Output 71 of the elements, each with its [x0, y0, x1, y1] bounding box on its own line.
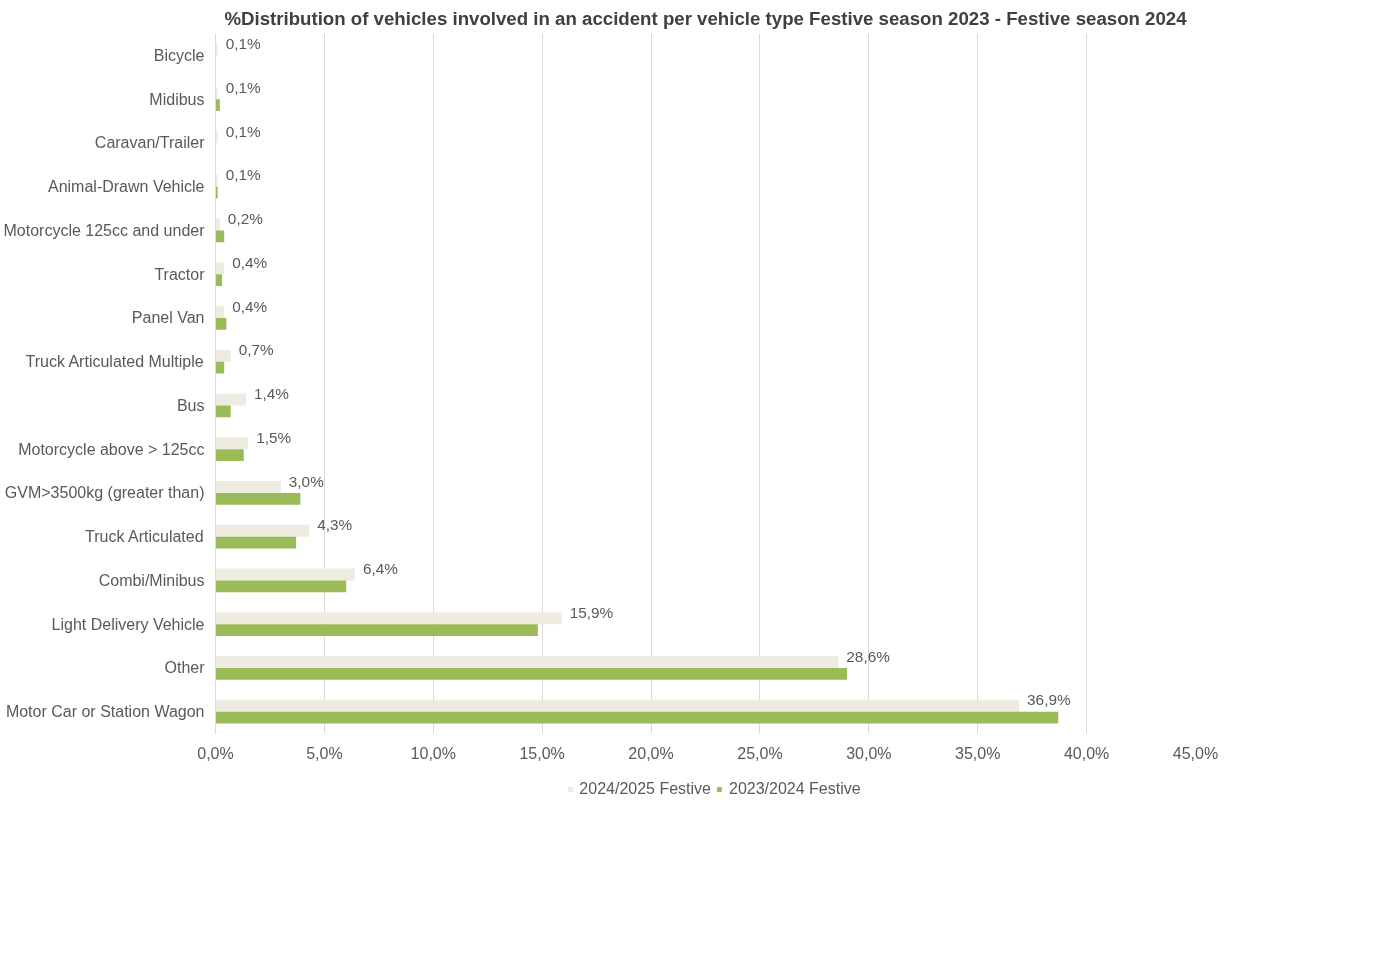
bar — [215, 230, 225, 243]
bar — [215, 492, 301, 505]
x-tick-label: 0,0% — [197, 744, 234, 762]
bar — [215, 349, 231, 362]
bar — [215, 306, 225, 318]
bar — [215, 405, 231, 418]
bar — [215, 174, 218, 187]
bar — [215, 667, 848, 680]
data-label: 0,4% — [232, 297, 268, 315]
x-tick-label: 25,0% — [737, 744, 783, 762]
y-tick-label: Combi/Minibus — [98, 571, 205, 589]
bar — [215, 131, 218, 143]
bar — [215, 580, 347, 593]
y-tick-label: Motorcycle 125cc and under — [3, 221, 206, 239]
y-tick-label: Bicycle — [153, 46, 205, 64]
x-tick-label: 10,0% — [410, 744, 456, 762]
bar — [215, 568, 355, 581]
data-label: 1,5% — [256, 428, 292, 446]
bar — [215, 393, 246, 406]
y-tick-label: Light Delivery Vehicle — [51, 615, 205, 633]
x-tick-label: 30,0% — [846, 744, 892, 762]
data-label: 0,2% — [227, 210, 264, 228]
x-tick-label: 35,0% — [955, 744, 1001, 762]
bar — [215, 624, 538, 636]
x-tick-label: 15,0% — [519, 744, 565, 762]
data-label: 28,6% — [846, 647, 891, 665]
y-tick-label: Motor Car or Station Wagon — [5, 703, 205, 721]
y-tick-label: Panel Van — [131, 309, 205, 327]
bar — [215, 87, 218, 100]
legend-label: 2023/2024 Festive — [729, 780, 861, 798]
data-label: 0,1% — [225, 122, 261, 140]
bar — [215, 99, 220, 111]
y-tick-label: Animal-Drawn Vehicle — [47, 178, 205, 196]
y-tick-label: GVM>3500kg (greater than) — [4, 484, 205, 502]
bar — [215, 711, 1059, 724]
x-tick-label: 5,0% — [306, 744, 343, 762]
bar — [215, 656, 839, 668]
x-tick-label: 20,0% — [628, 744, 674, 762]
data-label: 0,4% — [232, 253, 268, 271]
chart-title: %Distribution of vehicles involved in an accident per vehicle type Festive season 2023 - Festive season 2024 — [224, 7, 1188, 29]
x-tick-label: 40,0% — [1063, 744, 1110, 762]
y-tick-label: Tractor — [154, 265, 206, 283]
bar — [215, 612, 562, 625]
data-label: 6,4% — [362, 560, 399, 578]
data-label: 0,1% — [225, 166, 261, 184]
bar — [215, 449, 244, 461]
y-tick-label: Motorcycle above > 125cc — [18, 440, 205, 458]
data-label: 0,1% — [225, 35, 261, 53]
bar — [215, 699, 1020, 712]
y-tick-label: Other — [164, 659, 206, 677]
data-label: 36,9% — [1027, 691, 1071, 709]
y-tick-label: Truck Articulated — [85, 528, 204, 546]
bar — [215, 536, 297, 549]
bar — [215, 481, 281, 493]
x-tick-label: 45,0% — [1172, 744, 1219, 762]
legend-label: 2024/2025 Festive — [579, 780, 711, 798]
bar — [215, 317, 227, 330]
data-label: 0,7% — [238, 341, 275, 359]
bar — [215, 274, 223, 286]
bar — [215, 262, 225, 275]
bar — [215, 524, 310, 537]
y-tick-label: Caravan/Trailer — [94, 134, 206, 152]
y-tick-label: Truck Articulated Multiple — [25, 353, 204, 371]
data-label: 15,9% — [569, 603, 614, 621]
bar — [215, 437, 249, 450]
data-label: 0,1% — [225, 78, 261, 96]
y-tick-label: Bus — [176, 396, 205, 414]
data-label: 4,3% — [317, 516, 353, 534]
data-label: 3,0% — [288, 472, 325, 490]
data-label: 1,4% — [253, 385, 290, 403]
y-tick-label: Midibus — [149, 90, 205, 108]
